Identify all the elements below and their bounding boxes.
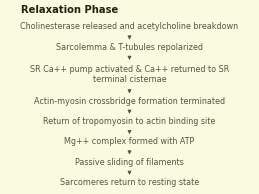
Text: Actin-myosin crossbridge formation terminated: Actin-myosin crossbridge formation termi… [34,97,225,106]
Text: Sarcomeres return to resting state: Sarcomeres return to resting state [60,178,199,187]
Text: Passive sliding of filaments: Passive sliding of filaments [75,158,184,167]
Text: Return of tropomyosin to actin binding site: Return of tropomyosin to actin binding s… [43,117,216,126]
Text: SR Ca++ pump activated & Ca++ returned to SR
terminal cisternae: SR Ca++ pump activated & Ca++ returned t… [30,65,229,84]
Text: Relaxation Phase: Relaxation Phase [21,5,118,15]
Text: Mg++ complex formed with ATP: Mg++ complex formed with ATP [64,137,195,146]
Text: Cholinesterase released and acetylcholine breakdown: Cholinesterase released and acetylcholin… [20,23,239,31]
Text: Sarcolemma & T-tubules repolarized: Sarcolemma & T-tubules repolarized [56,43,203,52]
